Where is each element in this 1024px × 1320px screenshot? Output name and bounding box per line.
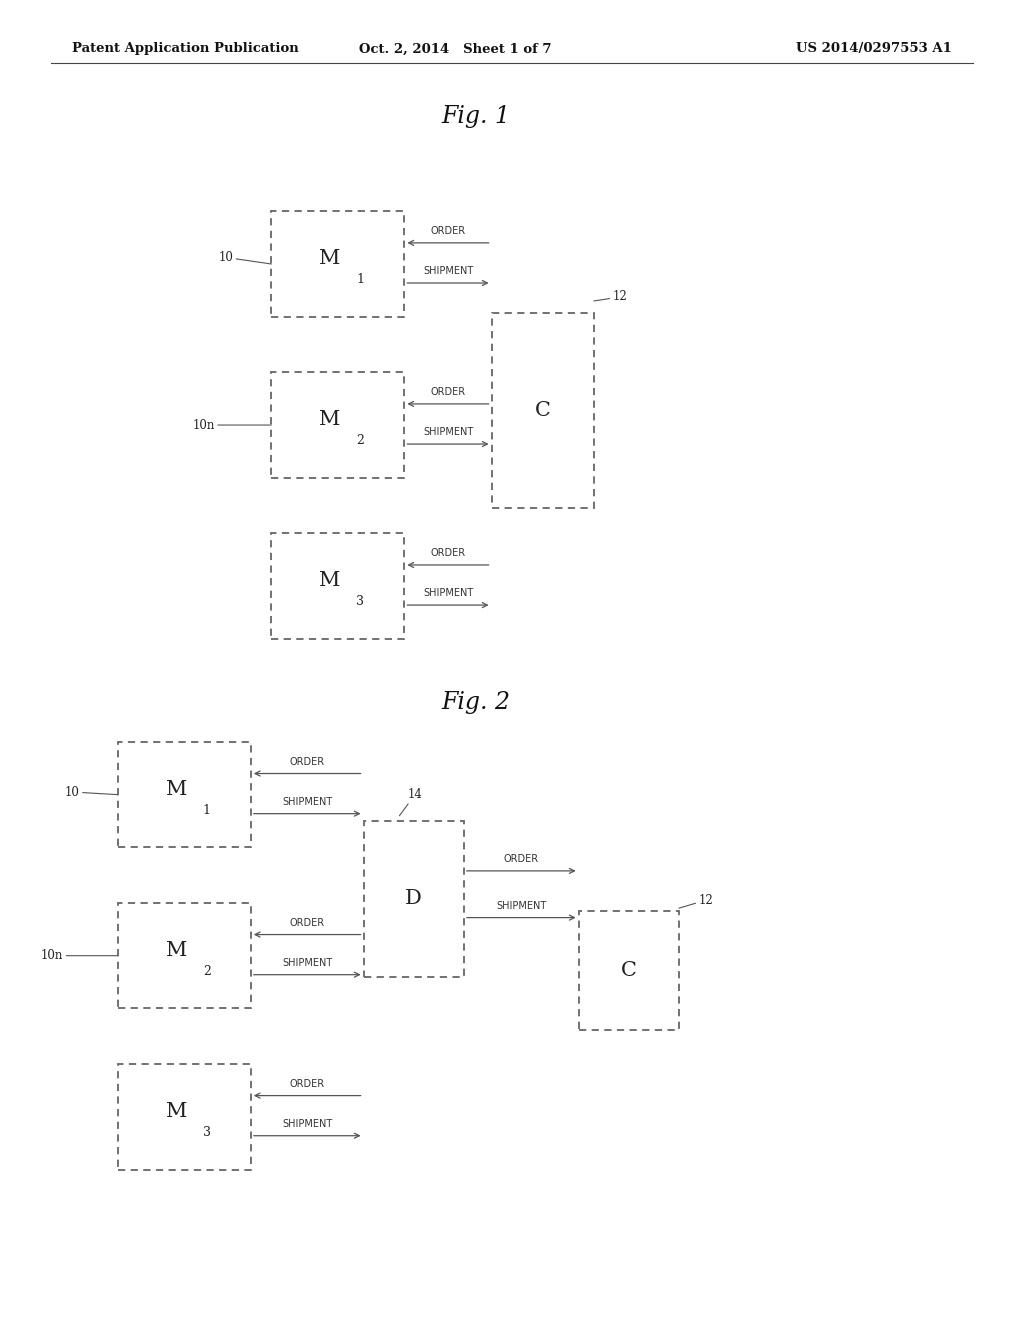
Bar: [118, 1064, 251, 1170]
Text: Fig. 2: Fig. 2: [441, 690, 511, 714]
Text: M: M: [166, 1102, 186, 1121]
Text: ORDER: ORDER: [290, 756, 325, 767]
Text: 12: 12: [594, 290, 627, 304]
Text: SHIPMENT: SHIPMENT: [423, 428, 473, 437]
Bar: [271, 533, 404, 639]
Bar: [364, 821, 464, 977]
Text: ORDER: ORDER: [430, 387, 466, 397]
Text: ORDER: ORDER: [290, 917, 325, 928]
Text: SHIPMENT: SHIPMENT: [423, 267, 473, 276]
Text: 12: 12: [679, 894, 713, 908]
Text: SHIPMENT: SHIPMENT: [423, 589, 473, 598]
Text: D: D: [406, 890, 422, 908]
Text: 10: 10: [218, 251, 271, 264]
Text: C: C: [535, 401, 551, 420]
Bar: [118, 742, 251, 847]
Text: Oct. 2, 2014   Sheet 1 of 7: Oct. 2, 2014 Sheet 1 of 7: [359, 42, 552, 55]
Text: 3: 3: [356, 595, 365, 609]
Text: M: M: [319, 249, 340, 268]
Text: 2: 2: [356, 434, 365, 447]
Text: SHIPMENT: SHIPMENT: [282, 1119, 333, 1129]
Bar: [271, 372, 404, 478]
Bar: [118, 903, 251, 1008]
Text: 3: 3: [203, 1126, 211, 1139]
Bar: [492, 313, 594, 508]
Text: 1: 1: [356, 273, 365, 286]
Bar: [579, 911, 679, 1030]
Text: M: M: [319, 411, 340, 429]
Text: SHIPMENT: SHIPMENT: [282, 958, 333, 968]
Text: 10n: 10n: [193, 418, 271, 432]
Text: 1: 1: [203, 804, 211, 817]
Text: M: M: [166, 780, 186, 799]
Text: SHIPMENT: SHIPMENT: [496, 900, 547, 911]
Text: 2: 2: [203, 965, 211, 978]
Text: M: M: [166, 941, 186, 960]
Text: 14: 14: [399, 788, 423, 816]
Text: ORDER: ORDER: [504, 854, 539, 865]
Text: 10n: 10n: [41, 949, 118, 962]
Text: ORDER: ORDER: [430, 226, 466, 236]
Text: M: M: [319, 572, 340, 590]
Text: Patent Application Publication: Patent Application Publication: [72, 42, 298, 55]
Text: 10: 10: [65, 785, 118, 799]
Text: Fig. 1: Fig. 1: [441, 104, 511, 128]
Text: SHIPMENT: SHIPMENT: [282, 797, 333, 807]
Text: ORDER: ORDER: [430, 548, 466, 558]
Text: C: C: [621, 961, 637, 979]
Text: ORDER: ORDER: [290, 1078, 325, 1089]
Bar: [271, 211, 404, 317]
Text: US 2014/0297553 A1: US 2014/0297553 A1: [797, 42, 952, 55]
